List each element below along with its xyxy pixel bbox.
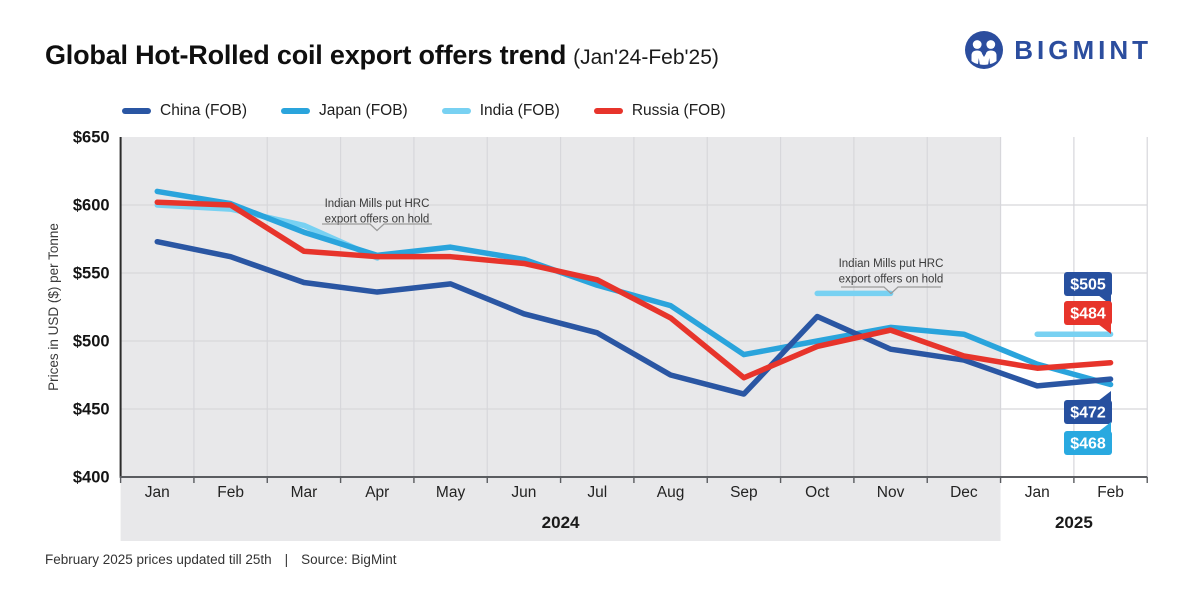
callout-box xyxy=(1064,272,1112,296)
annotation-text: export offers on hold xyxy=(325,214,430,226)
x-tick-label: Apr xyxy=(365,484,389,501)
legend-label-india: India (FOB) xyxy=(479,102,560,119)
value-callout-472: $472 xyxy=(1064,391,1112,424)
legend-label-china: China (FOB) xyxy=(160,102,247,119)
series-line-china xyxy=(154,238,1114,397)
x-tick-label: Mar xyxy=(291,484,318,501)
update-note: February 2025 prices updated till 25th xyxy=(45,552,272,567)
x-tick-label: Feb xyxy=(1097,484,1124,501)
annotation-text: Indian Mills put HRC xyxy=(839,258,944,270)
x-tick-label: May xyxy=(436,484,466,501)
legend-swatch-russia xyxy=(593,108,623,114)
legend-item-china: China (FOB) xyxy=(122,102,247,120)
callout-value: $484 xyxy=(1070,306,1106,323)
chart-legend: China (FOB) Japan (FOB) India (FOB) Russ… xyxy=(122,102,726,120)
x-tick-label: Dec xyxy=(950,484,978,501)
y-tick-label: $400 xyxy=(73,469,110,487)
legend-swatch-japan xyxy=(281,108,310,114)
bigmint-logo-text: BIGMINT xyxy=(1014,34,1152,65)
x-tick-label: Nov xyxy=(877,484,905,501)
series-line-japan xyxy=(154,188,1114,388)
callout-tail xyxy=(1098,391,1111,401)
year-label: 2025 xyxy=(1055,513,1093,532)
bigmint-logo-icon xyxy=(965,31,1004,69)
x-tick-label: Sep xyxy=(730,484,758,501)
bigmint-logo: BIGMINT xyxy=(964,30,1152,70)
callout-value: $468 xyxy=(1070,436,1106,453)
y-tick-label: $650 xyxy=(73,129,110,147)
legend-item-russia: Russia (FOB) xyxy=(593,102,726,120)
year-label: 2024 xyxy=(542,513,580,532)
x-tick-label: Jul xyxy=(587,484,607,501)
legend-swatch-china xyxy=(122,108,151,114)
y-tick-label: $550 xyxy=(73,265,110,283)
source-note: Source: BigMint xyxy=(301,552,397,567)
annotation-pointer xyxy=(322,223,432,232)
chart-title-range: (Jan'24-Feb'25) xyxy=(573,46,719,69)
value-callout-505: $505 xyxy=(1064,272,1112,305)
callout-box xyxy=(1064,400,1112,424)
page-title: Global Hot-Rolled coil export offers tre… xyxy=(45,40,719,71)
callout-box xyxy=(1064,301,1112,325)
y-tick-label: $600 xyxy=(73,197,110,215)
callout-tail xyxy=(1098,324,1111,334)
legend-swatch-india xyxy=(441,108,471,114)
value-callout-468: $468 xyxy=(1064,422,1112,455)
series-line-russia xyxy=(154,199,1114,381)
chart-footnote: February 2025 prices updated till 25th |… xyxy=(45,552,396,567)
annotation-pointer xyxy=(841,286,941,295)
footnote-separator: | xyxy=(284,552,289,567)
y-tick-label: $450 xyxy=(73,401,110,419)
legend-label-japan: Japan (FOB) xyxy=(319,102,408,119)
callout-box xyxy=(1064,431,1112,455)
value-callout-484: $484 xyxy=(1064,301,1112,334)
callout-value: $505 xyxy=(1070,277,1106,294)
x-tick-label: Aug xyxy=(657,484,685,501)
y-axis-title: Prices in USD ($) per Tonne xyxy=(46,223,61,391)
x-tick-label: Feb xyxy=(217,484,244,501)
annotation-text: Indian Mills put HRC xyxy=(325,198,430,210)
y-tick-label: $500 xyxy=(73,333,110,351)
x-tick-label: Jan xyxy=(1025,484,1050,501)
legend-label-russia: Russia (FOB) xyxy=(631,102,726,119)
chart-title: Global Hot-Rolled coil export offers tre… xyxy=(45,40,567,70)
legend-item-india: India (FOB) xyxy=(441,102,560,120)
callout-tail xyxy=(1098,422,1111,432)
x-tick-label: Jan xyxy=(145,484,170,501)
callout-value: $472 xyxy=(1070,405,1106,422)
annotation-text: export offers on hold xyxy=(839,274,944,286)
x-tick-label: Oct xyxy=(805,484,830,501)
legend-item-japan: Japan (FOB) xyxy=(281,102,408,120)
x-tick-label: Jun xyxy=(511,484,536,501)
